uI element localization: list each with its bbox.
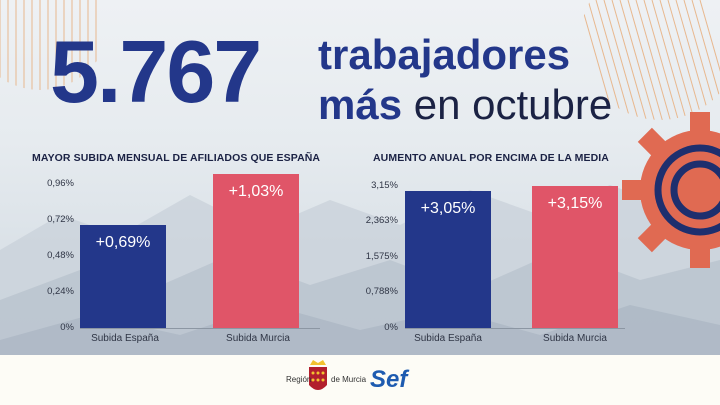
sef-logo: Sef	[370, 366, 408, 393]
chart2-value-label: +3,15%	[547, 195, 603, 212]
chart1-value-label: +0,69%	[95, 233, 151, 251]
chart1-category-label: Subida España	[91, 333, 159, 344]
chart1-bar	[80, 224, 166, 328]
chart1-tick-label: 0%	[60, 322, 74, 333]
chart2-tick-label: 0%	[384, 322, 398, 333]
chart2-title: AUMENTO ANUAL POR ENCIMA DE LA MEDIA	[373, 152, 609, 164]
chart2-category-label: Subida Murcia	[543, 333, 607, 344]
headline-line2-plain: en octubre	[413, 81, 613, 128]
footer	[0, 355, 720, 405]
chart1-tick-label: 0,24%	[47, 286, 74, 297]
chart1-x-axis	[80, 328, 320, 329]
chart1-value-label: +1,03%	[228, 182, 284, 200]
chart1-tick-label: 0,48%	[47, 250, 74, 261]
murcia-coat-of-arms	[309, 360, 327, 390]
headline-text: trabajadores más en octubre	[318, 30, 612, 130]
headline-line1: trabajadores	[318, 31, 571, 78]
chart2-bar	[405, 190, 491, 328]
headline-number: 5.767	[50, 22, 262, 121]
headline-line2-bold: más	[318, 81, 403, 128]
chart1-bar	[213, 173, 299, 328]
chart1-tick-label: 0,96%	[47, 178, 74, 189]
chart2-category-label: Subida España	[414, 333, 482, 344]
chart2-tick-label: 3,15%	[371, 180, 398, 191]
chart2-x-axis	[405, 328, 625, 329]
chart1-tick-label: 0,72%	[47, 214, 74, 225]
chart1-title: MAYOR SUBIDA MENSUAL DE AFILIADOS QUE ES…	[32, 152, 321, 164]
region-label-left: Región	[286, 375, 312, 384]
headline-line2: más en octubre	[318, 80, 612, 130]
chart1-category-label: Subida Murcia	[226, 333, 290, 344]
chart2-value-label: +3,05%	[420, 199, 476, 217]
chart2-tick-label: 0,788%	[365, 286, 398, 298]
chart2-tick-label: 2,363%	[365, 215, 398, 227]
region-label-right: de Murcia	[331, 375, 367, 384]
chart2-bar	[532, 186, 618, 328]
chart2-tick-label: 1,575%	[365, 251, 398, 262]
